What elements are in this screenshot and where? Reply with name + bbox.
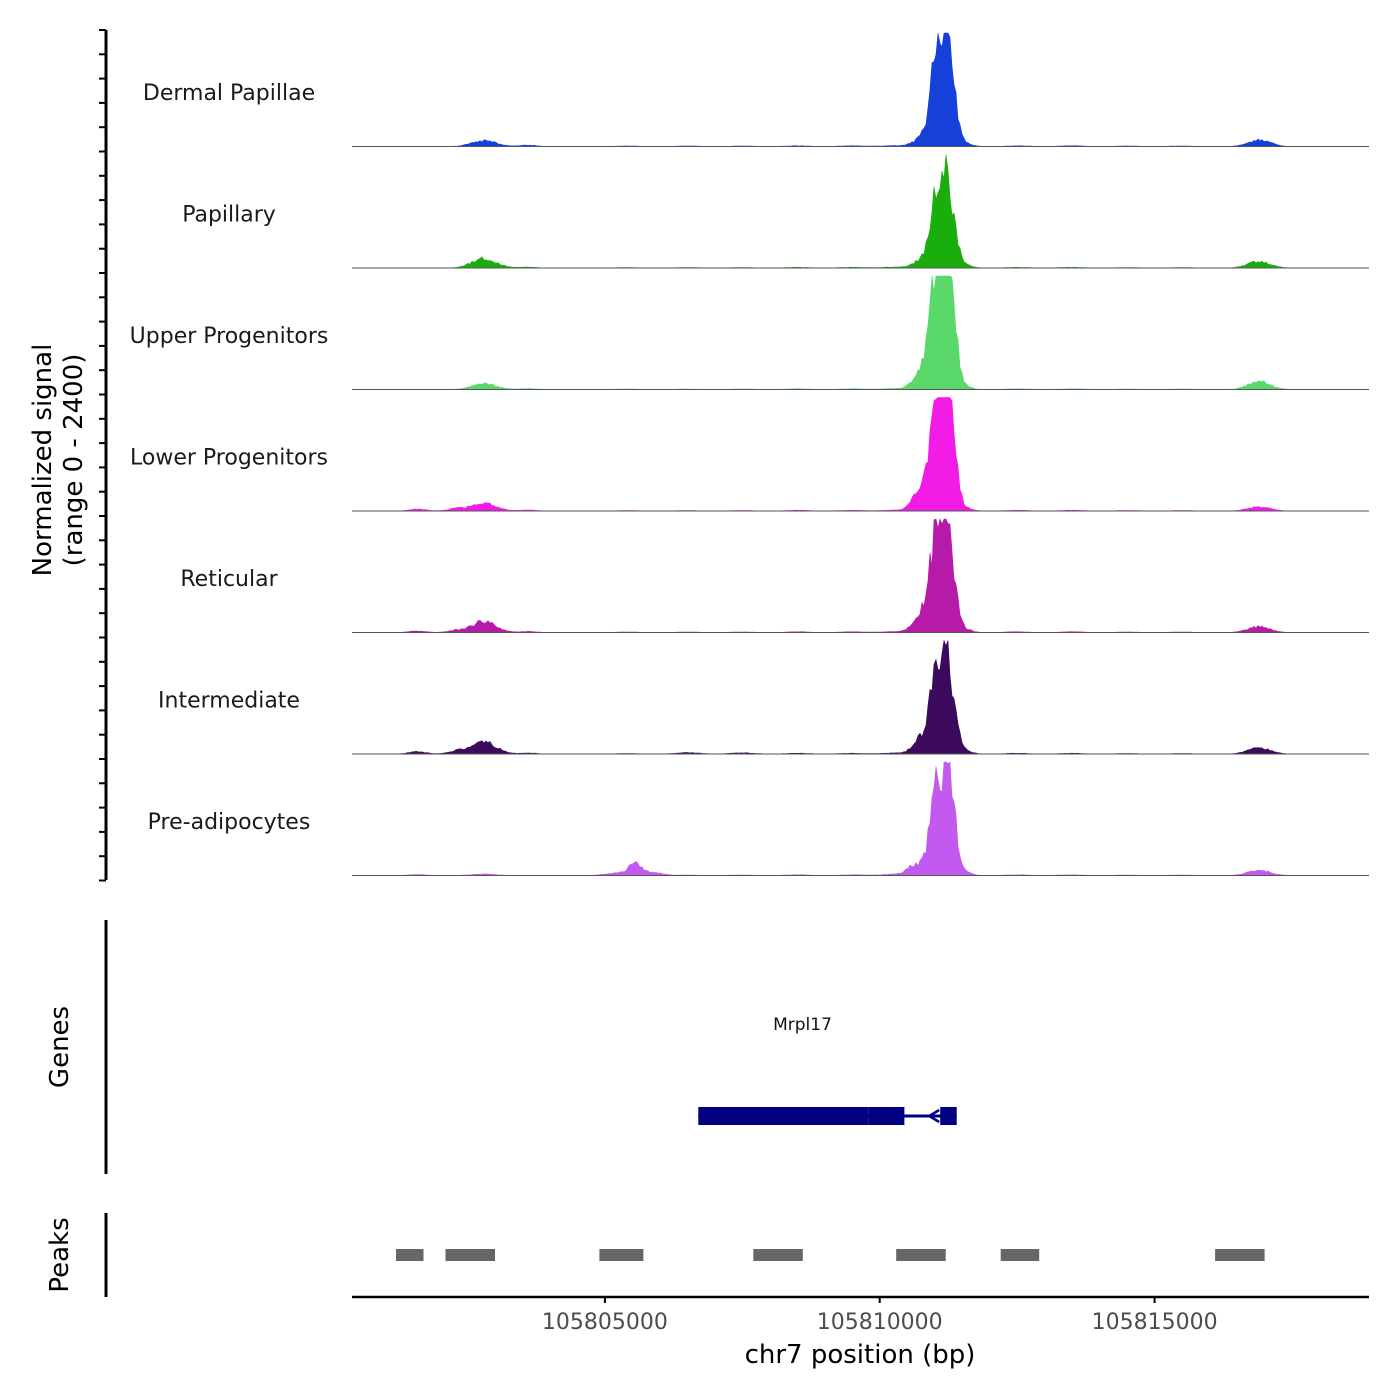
peaks-track-label: Peaks bbox=[45, 1217, 75, 1292]
genes-track: Mrpl17 bbox=[698, 1015, 957, 1125]
strand-arrow-icon bbox=[926, 1108, 940, 1124]
track-4: Reticular bbox=[180, 517, 1369, 633]
gene-exon bbox=[868, 1107, 905, 1125]
peak-region bbox=[445, 1249, 495, 1261]
signal-area bbox=[352, 639, 1369, 755]
signal-area bbox=[352, 275, 1369, 390]
track-label: Lower Progenitors bbox=[130, 446, 328, 471]
y-axis-label-range: (range 0 - 2400) bbox=[59, 354, 89, 567]
track-label: Reticular bbox=[180, 567, 278, 592]
track-0: Dermal Papillae bbox=[143, 32, 1369, 147]
signal-area bbox=[352, 761, 1369, 876]
signal-area bbox=[352, 32, 1369, 147]
gene-exon bbox=[940, 1107, 957, 1125]
track-6: Pre-adipocytes bbox=[148, 761, 1369, 876]
signal-area bbox=[352, 517, 1369, 633]
peak-region bbox=[599, 1249, 644, 1261]
peak-region bbox=[1000, 1249, 1040, 1261]
track-label: Upper Progenitors bbox=[130, 324, 329, 349]
x-axis-title: chr7 position (bp) bbox=[745, 1340, 976, 1370]
gene-exon bbox=[698, 1107, 869, 1125]
peak-region bbox=[753, 1249, 803, 1261]
track-5: Intermediate bbox=[158, 639, 1369, 755]
signal-tracks: Dermal Papillae Papillary Upper Progenitor… bbox=[130, 32, 1369, 876]
track-3: Lower Progenitors bbox=[130, 397, 1369, 512]
signal-area bbox=[352, 397, 1369, 512]
track-2: Upper Progenitors bbox=[130, 275, 1369, 390]
signal-y-axis bbox=[99, 29, 108, 882]
genes-track-label: Genes bbox=[45, 1006, 75, 1088]
x-tick-label: 105810000 bbox=[817, 1310, 943, 1335]
signal-area bbox=[352, 154, 1369, 269]
track-label: Papillary bbox=[182, 203, 276, 228]
peak-region bbox=[896, 1249, 946, 1261]
gene-label: Mrpl17 bbox=[773, 1015, 832, 1035]
track-label: Intermediate bbox=[158, 689, 300, 714]
x-tick-label: 105815000 bbox=[1092, 1310, 1218, 1335]
peak-region bbox=[1215, 1249, 1265, 1261]
track-label: Dermal Papillae bbox=[143, 81, 315, 106]
peak-region bbox=[396, 1249, 424, 1261]
peaks-track bbox=[396, 1249, 1265, 1261]
track-label: Pre-adipocytes bbox=[148, 810, 311, 835]
y-axis-label: Normalized signal bbox=[28, 344, 58, 577]
x-axis: 105805000 105810000 105815000 bbox=[542, 1297, 1218, 1335]
x-tick-label: 105805000 bbox=[542, 1310, 668, 1335]
track-1: Papillary bbox=[182, 154, 1369, 269]
